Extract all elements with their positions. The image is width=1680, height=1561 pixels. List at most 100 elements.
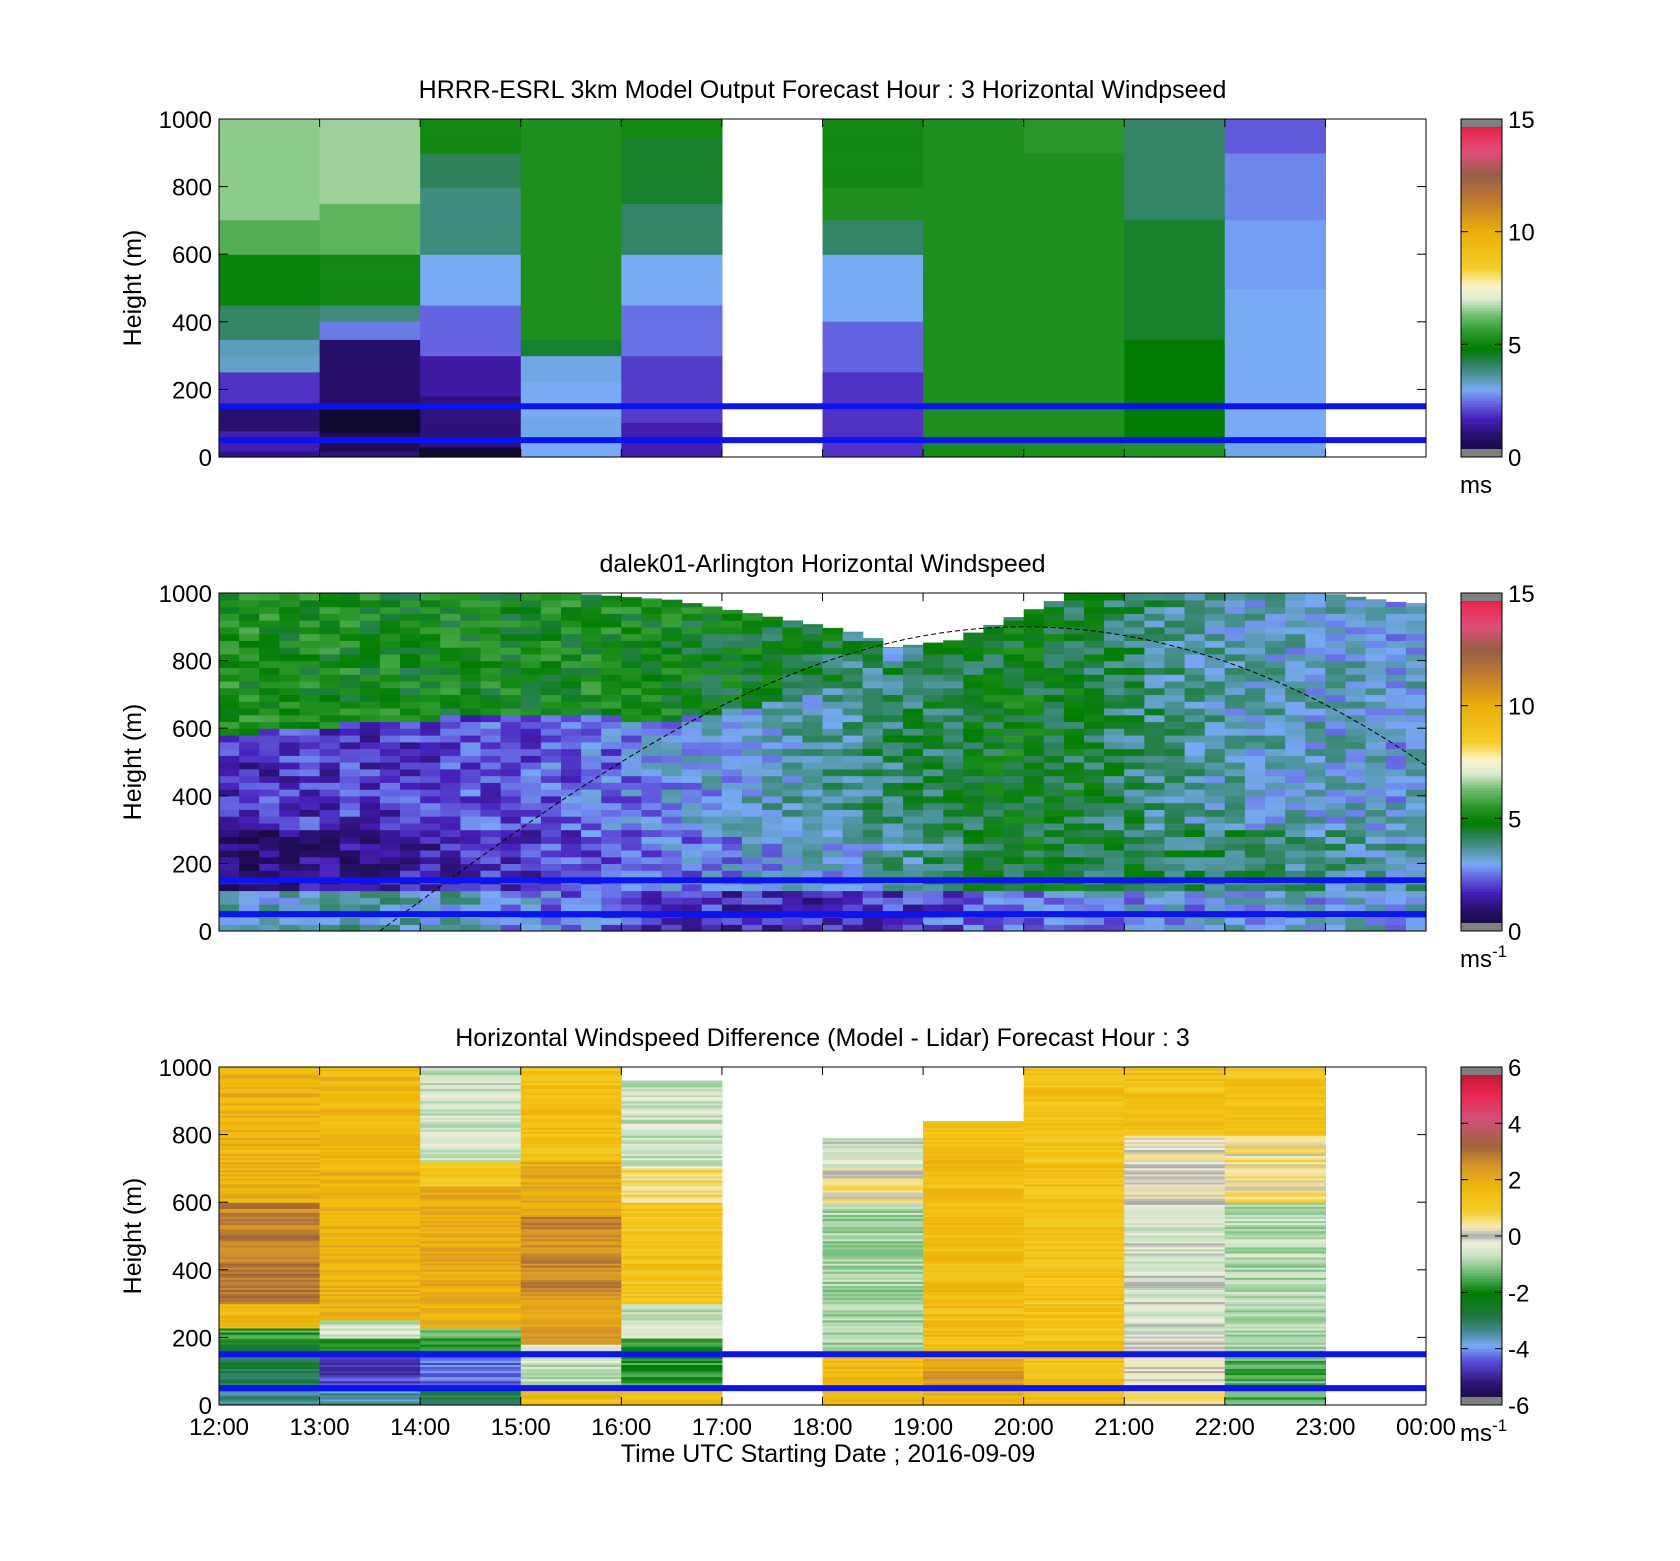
heatmap-cell xyxy=(339,701,361,709)
heatmap-cell xyxy=(1285,633,1306,641)
colorbar-swatch xyxy=(1461,349,1502,354)
heatmap-cell xyxy=(1244,755,1266,763)
heatmap-cell xyxy=(319,647,341,655)
heatmap-cell xyxy=(923,171,1025,174)
heatmap-cell xyxy=(1003,728,1025,736)
heatmap-cell xyxy=(601,653,622,662)
heatmap-cell xyxy=(420,432,522,436)
heatmap-cell xyxy=(621,248,723,251)
heatmap-cell xyxy=(1124,278,1226,282)
colorbar-swatch xyxy=(1461,442,1502,447)
heatmap-cell xyxy=(621,398,723,401)
heatmap-cell xyxy=(1365,741,1387,750)
heatmap-cell xyxy=(520,294,622,298)
heatmap-cell xyxy=(943,647,964,655)
heatmap-cell xyxy=(219,386,321,389)
heatmap-cell xyxy=(339,728,361,736)
heatmap-cell xyxy=(1023,169,1125,172)
heatmap-cell xyxy=(1224,371,1326,375)
heatmap-cell xyxy=(1084,768,1105,777)
heatmap-cell xyxy=(943,680,964,689)
heatmap-cell xyxy=(621,270,723,273)
heatmap-cell xyxy=(319,309,421,312)
heatmap-cell xyxy=(601,809,622,817)
heatmap-cell xyxy=(319,124,421,127)
heatmap-cell xyxy=(219,262,321,265)
heatmap-cell xyxy=(1063,843,1085,851)
heatmap-cell xyxy=(219,1366,321,1370)
heatmap-cell xyxy=(822,313,924,316)
heatmap-cell xyxy=(1023,384,1125,387)
heatmap-cell xyxy=(420,375,522,379)
heatmap-cell xyxy=(319,126,421,129)
heatmap-cell xyxy=(621,266,723,269)
heatmap-cell xyxy=(621,428,723,432)
heatmap-cell xyxy=(983,762,1005,770)
heatmap-cell xyxy=(943,741,964,750)
heatmap-cell xyxy=(621,126,723,129)
heatmap-cell xyxy=(822,201,924,205)
heatmap-cell xyxy=(1385,917,1407,925)
heatmap-cell xyxy=(621,119,723,121)
heatmap-cell xyxy=(420,883,441,892)
heatmap-cell xyxy=(520,357,622,361)
heatmap-cell xyxy=(219,897,240,905)
heatmap-cell xyxy=(1063,735,1085,743)
heatmap-cell xyxy=(923,246,1025,249)
heatmap-cell xyxy=(983,789,1005,797)
colorbar-swatch xyxy=(1461,380,1502,385)
heatmap-cell xyxy=(1104,762,1125,770)
heatmap-cell xyxy=(400,728,421,736)
heatmap-cell xyxy=(1385,890,1407,898)
heatmap-cell xyxy=(319,667,341,675)
heatmap-cell xyxy=(359,843,381,851)
heatmap-cell xyxy=(1285,694,1306,702)
y-tick-label: 0 xyxy=(199,445,212,472)
heatmap-cell xyxy=(1164,640,1186,648)
heatmap-cell xyxy=(581,667,602,675)
heatmap-cell xyxy=(1144,836,1166,844)
heatmap-cell xyxy=(621,687,642,695)
colorbar-swatch xyxy=(1461,725,1502,729)
heatmap-cell xyxy=(420,325,522,328)
heatmap-cell xyxy=(1023,238,1125,241)
heatmap-cell xyxy=(520,302,622,306)
heatmap-cell xyxy=(460,836,482,844)
heatmap-cell xyxy=(219,714,240,723)
heatmap-cell xyxy=(721,633,743,641)
heatmap-cell xyxy=(319,167,421,170)
heatmap-cell xyxy=(259,714,280,723)
heatmap-cell xyxy=(1063,748,1085,756)
heatmap-cell xyxy=(1204,843,1226,851)
heatmap-cell xyxy=(319,288,421,292)
heatmap-cell xyxy=(1003,789,1025,797)
heatmap-cell xyxy=(480,613,502,621)
heatmap-cell xyxy=(440,897,461,905)
heatmap-cell xyxy=(460,870,482,878)
heatmap-cell xyxy=(923,424,1025,428)
heatmap-cell xyxy=(1224,701,1246,709)
heatmap-cell xyxy=(842,680,864,689)
heatmap-cell xyxy=(520,359,622,363)
heatmap-cell xyxy=(1265,640,1286,648)
heatmap-cell xyxy=(420,795,441,804)
heatmap-cell xyxy=(601,613,622,621)
heatmap-cell xyxy=(862,667,884,675)
heatmap-cell xyxy=(420,205,522,209)
heatmap-cell xyxy=(319,741,341,750)
heatmap-cell xyxy=(681,802,703,810)
heatmap-cell xyxy=(701,782,723,790)
heatmap-cell xyxy=(923,300,1025,304)
heatmap-cell xyxy=(1345,687,1367,695)
heatmap-cell xyxy=(1124,444,1226,448)
heatmap-cell xyxy=(219,599,240,608)
heatmap-cell xyxy=(1084,829,1105,837)
heatmap-cell xyxy=(923,270,1025,273)
heatmap-cell xyxy=(621,152,723,156)
colorbar-unit: ms xyxy=(1460,472,1492,499)
colorbar-swatch xyxy=(1461,434,1502,438)
heatmap-cell xyxy=(923,843,944,851)
heatmap-cell xyxy=(661,721,683,729)
heatmap-cell xyxy=(621,191,723,194)
heatmap-cell xyxy=(1124,375,1226,379)
